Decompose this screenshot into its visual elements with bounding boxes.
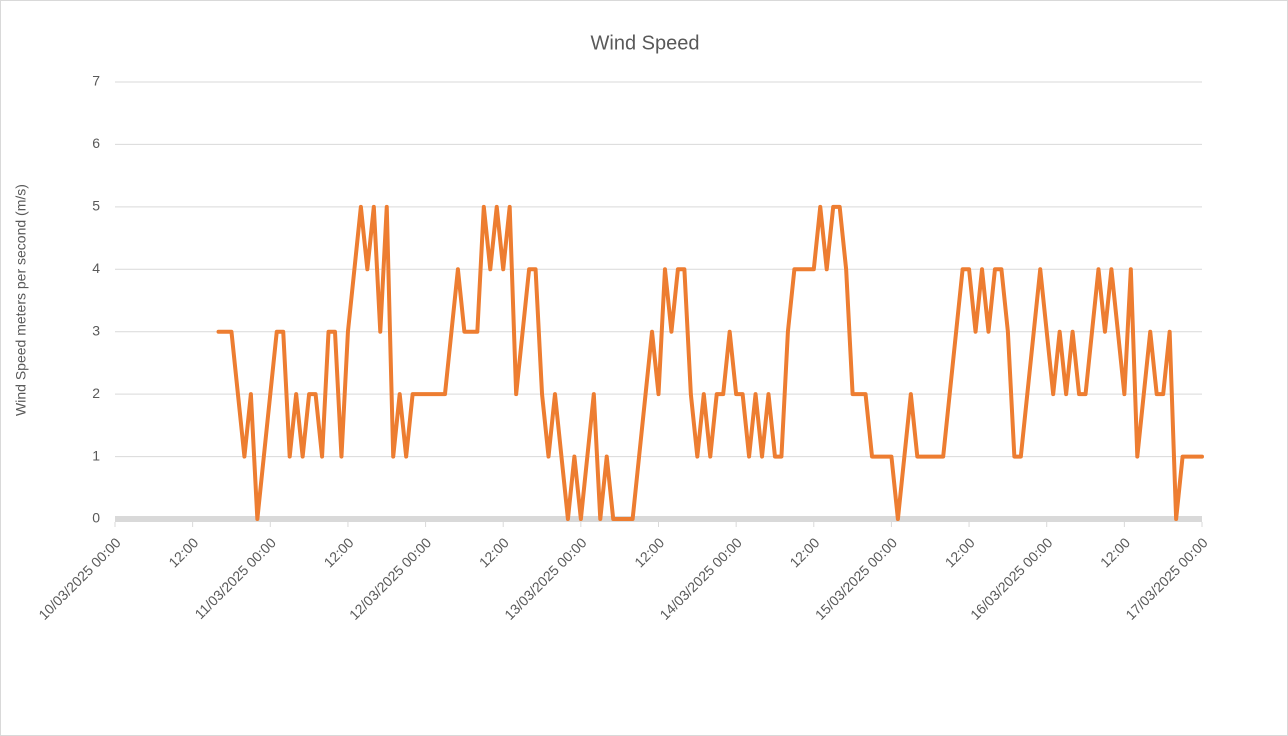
y-tick-label: 3 xyxy=(92,322,100,338)
y-axis-label: Wind Speed meters per second (m/s) xyxy=(13,184,29,416)
chart-title: Wind Speed xyxy=(591,32,700,54)
y-tick-label: 2 xyxy=(92,385,100,401)
y-tick-label: 5 xyxy=(92,198,100,214)
y-tick-label: 4 xyxy=(92,260,100,276)
y-tick-label: 6 xyxy=(92,135,100,151)
y-tick-label: 1 xyxy=(92,447,100,463)
data-line xyxy=(216,204,1204,521)
y-tick-label: 0 xyxy=(92,510,100,526)
y-tick-label: 7 xyxy=(92,73,100,89)
